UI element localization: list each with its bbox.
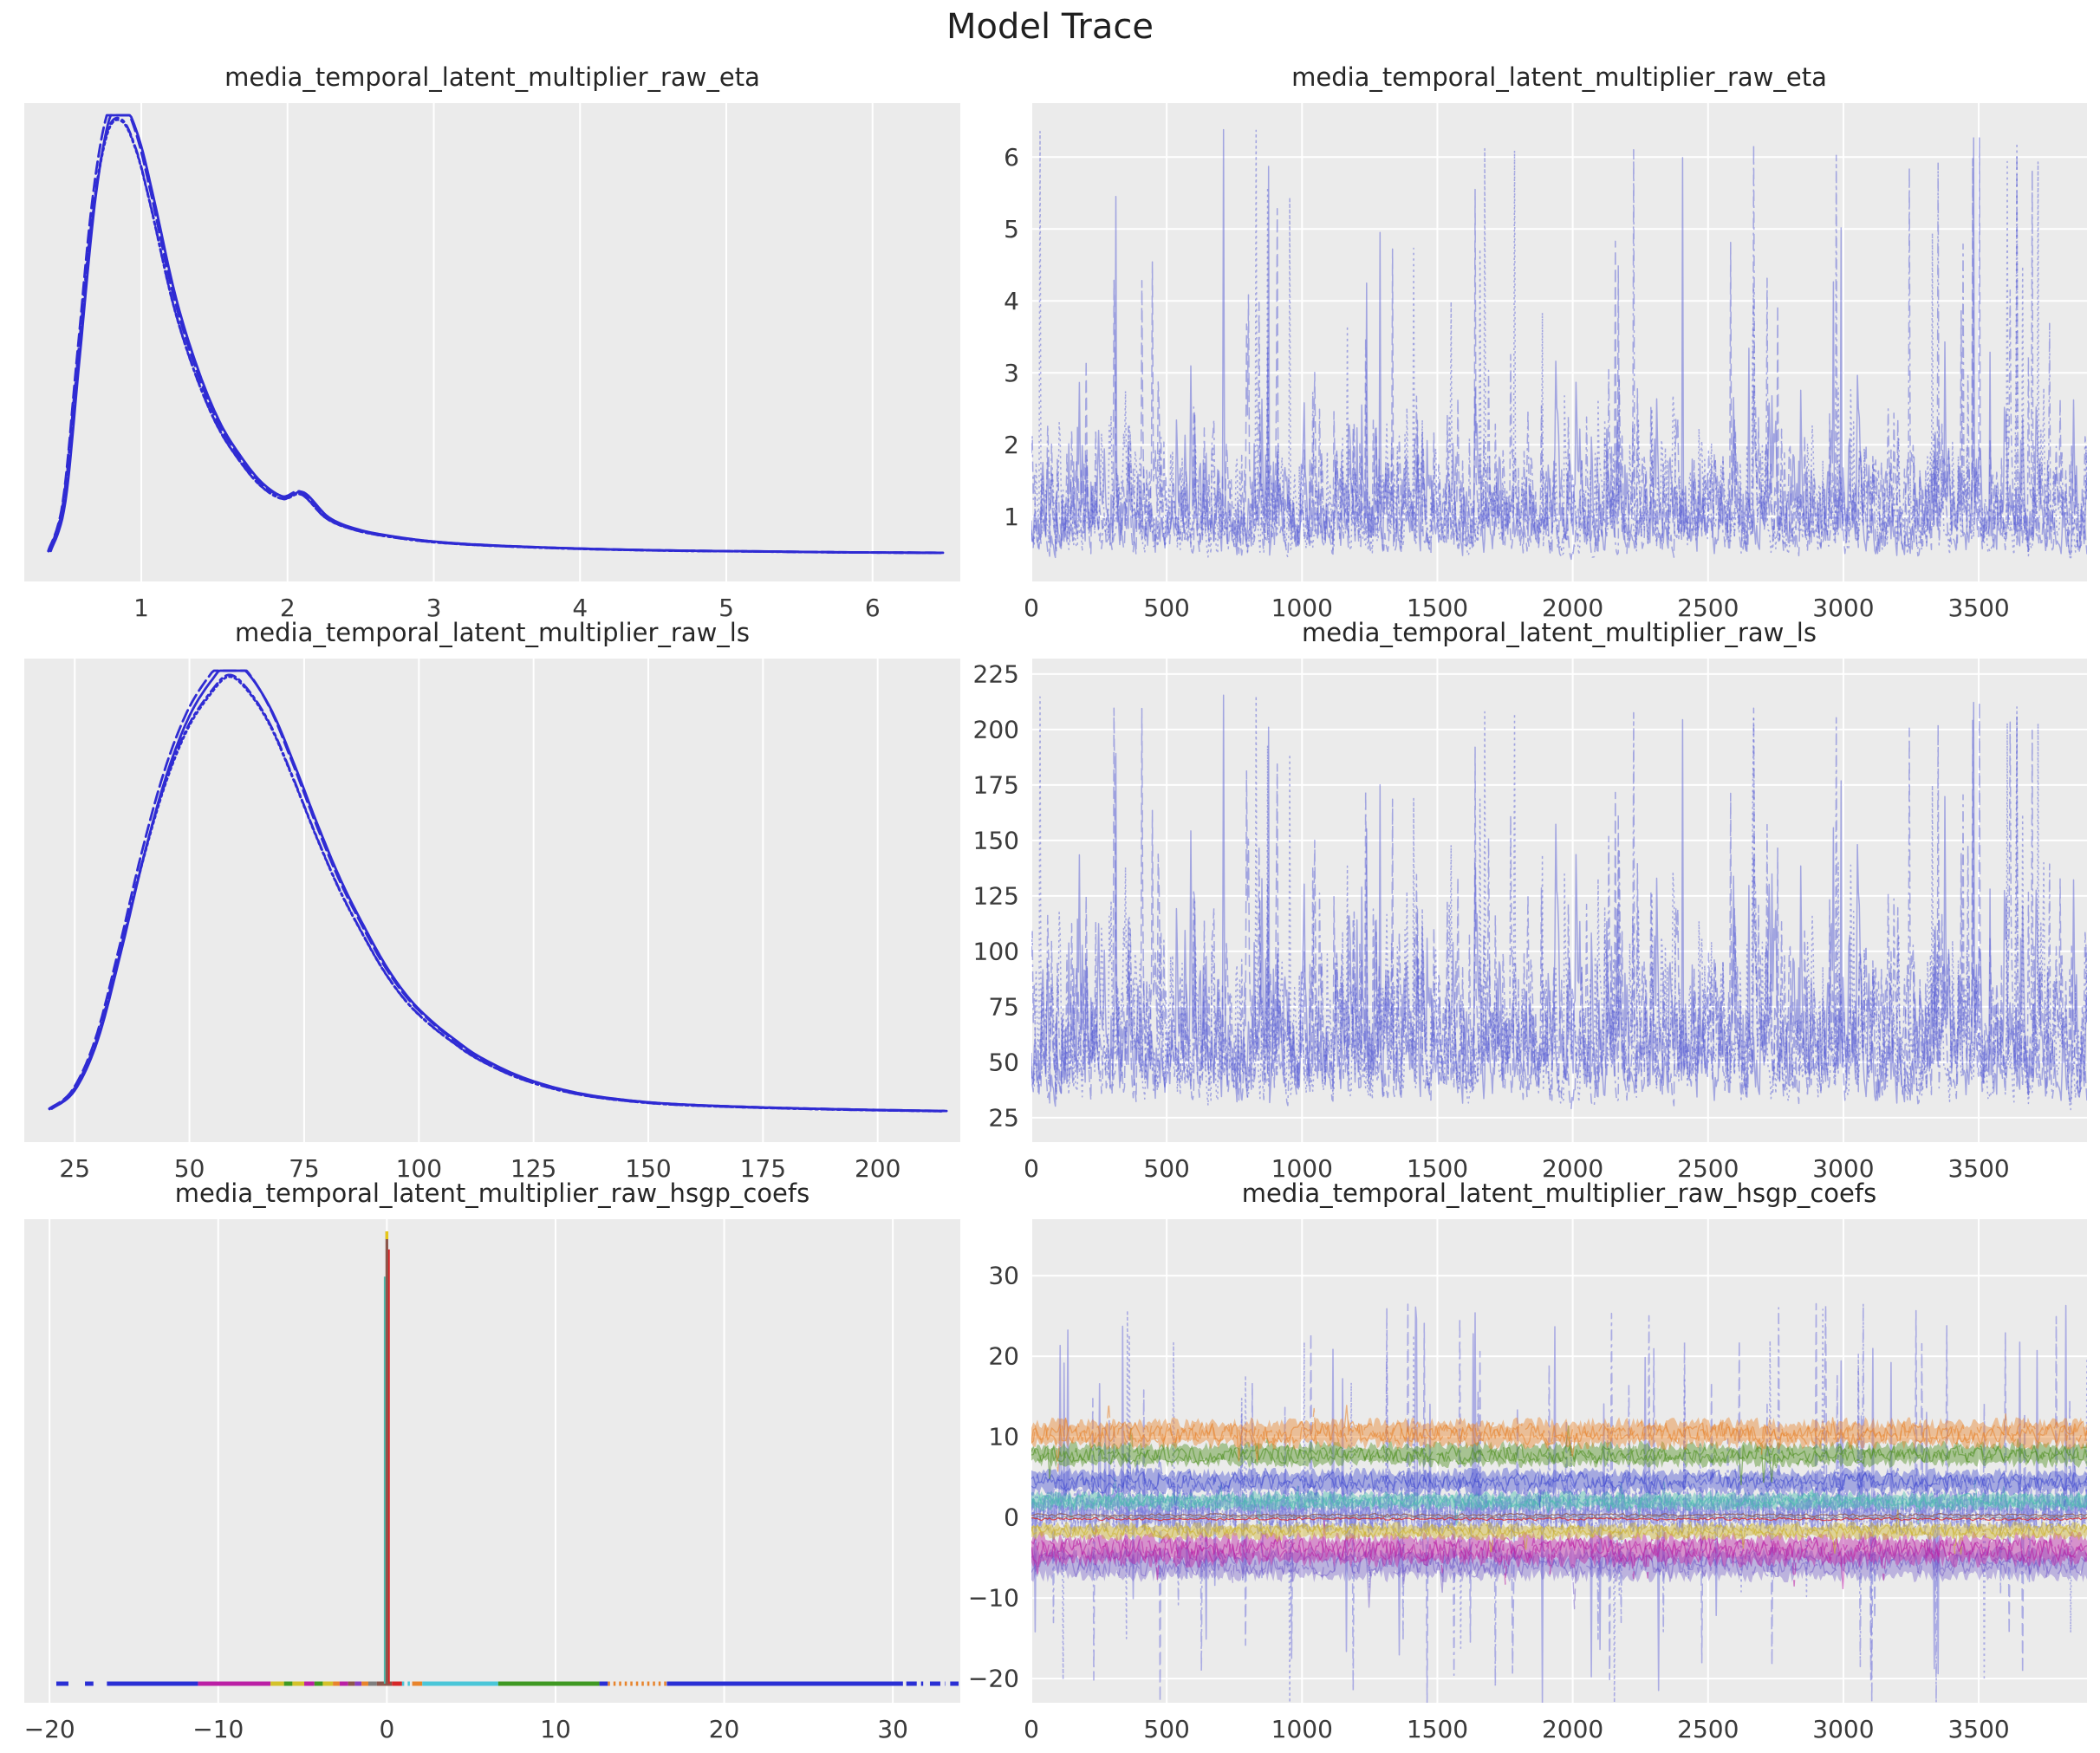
svg-text:2000: 2000 [1542, 1154, 1603, 1183]
svg-text:2: 2 [280, 594, 296, 622]
svg-text:500: 500 [1143, 1715, 1189, 1743]
svg-text:−10: −10 [968, 1584, 1019, 1613]
plot-canvas-ls-kde: 25 50 75 100 125 150 175 200 [24, 659, 960, 1183]
svg-text:125: 125 [510, 1154, 556, 1183]
subplot-title-ls-kde: media_temporal_latent_multiplier_raw_ls [235, 618, 750, 647]
svg-text:1000: 1000 [1271, 594, 1333, 622]
svg-text:5: 5 [718, 594, 734, 622]
svg-text:1: 1 [1004, 503, 1019, 531]
svg-text:225: 225 [973, 659, 1019, 688]
svg-text:1500: 1500 [1407, 1154, 1468, 1183]
subplot-title-eta-kde: media_temporal_latent_multiplier_raw_eta [224, 62, 760, 92]
svg-text:30: 30 [877, 1715, 908, 1743]
svg-text:1500: 1500 [1407, 594, 1468, 622]
subplot-ls-trace: media_temporal_latent_multiplier_raw_ls … [973, 618, 2087, 1183]
subplot-title-hsgp-trace: media_temporal_latent_multiplier_raw_hsg… [1241, 1178, 1877, 1208]
subplot-eta-kde: media_temporal_latent_multiplier_raw_eta… [24, 62, 960, 622]
svg-text:0: 0 [1024, 1154, 1039, 1183]
svg-text:1500: 1500 [1407, 1715, 1468, 1743]
svg-text:10: 10 [540, 1715, 571, 1743]
svg-text:30: 30 [988, 1262, 1019, 1290]
figure-title: Model Trace [946, 7, 1154, 47]
svg-text:20: 20 [709, 1715, 740, 1743]
svg-text:0: 0 [379, 1715, 394, 1743]
svg-text:75: 75 [289, 1154, 320, 1183]
svg-text:6: 6 [1004, 143, 1019, 172]
svg-text:2500: 2500 [1677, 594, 1739, 622]
svg-text:−20: −20 [24, 1715, 75, 1743]
svg-text:150: 150 [973, 826, 1019, 854]
svg-text:−10: −10 [192, 1715, 244, 1743]
subplot-hsgp-kde: media_temporal_latent_multiplier_raw_hsg… [24, 1178, 960, 1743]
svg-text:200: 200 [973, 715, 1019, 743]
subplot-hsgp-trace: media_temporal_latent_multiplier_raw_hsg… [968, 1178, 2087, 1743]
svg-text:125: 125 [973, 881, 1019, 910]
svg-text:175: 175 [973, 770, 1019, 799]
subplot-eta-trace: media_temporal_latent_multiplier_raw_eta… [1004, 62, 2087, 622]
svg-text:500: 500 [1143, 1154, 1189, 1183]
svg-text:25: 25 [988, 1103, 1019, 1132]
svg-text:1000: 1000 [1271, 1154, 1333, 1183]
svg-text:2500: 2500 [1677, 1715, 1739, 1743]
svg-text:5: 5 [1004, 215, 1019, 243]
svg-text:4: 4 [572, 594, 588, 622]
svg-text:3000: 3000 [1812, 1715, 1874, 1743]
svg-text:150: 150 [625, 1154, 671, 1183]
svg-text:2000: 2000 [1542, 594, 1603, 622]
svg-text:3500: 3500 [1947, 594, 2009, 622]
plot-canvas-eta-kde: 1 2 3 4 5 6 [24, 103, 960, 622]
svg-text:2: 2 [1004, 431, 1019, 459]
svg-text:2000: 2000 [1542, 1715, 1603, 1743]
subplot-title-eta-trace: media_temporal_latent_multiplier_raw_eta [1291, 62, 1827, 92]
svg-text:6: 6 [865, 594, 881, 622]
plot-canvas-hsgp-kde: −20 −10 0 10 20 30 [24, 1219, 960, 1743]
subplot-ls-kde: media_temporal_latent_multiplier_raw_ls … [24, 618, 960, 1183]
svg-text:25: 25 [59, 1154, 90, 1183]
svg-text:50: 50 [174, 1154, 205, 1183]
svg-text:0: 0 [1024, 1715, 1039, 1743]
svg-text:500: 500 [1143, 594, 1189, 622]
plot-canvas-hsgp-trace: 0 500 1000 1500 2000 2500 3000 3500 −20 −10 0 10 20 3… [968, 1219, 2087, 1743]
svg-text:75: 75 [988, 992, 1019, 1021]
svg-text:3000: 3000 [1812, 594, 1874, 622]
svg-text:100: 100 [396, 1154, 442, 1183]
svg-text:3: 3 [1004, 359, 1019, 387]
svg-text:20: 20 [988, 1342, 1019, 1371]
svg-text:200: 200 [855, 1154, 900, 1183]
svg-text:4: 4 [1004, 287, 1019, 315]
svg-text:3: 3 [426, 594, 442, 622]
svg-text:3500: 3500 [1947, 1154, 2009, 1183]
svg-text:1000: 1000 [1271, 1715, 1333, 1743]
svg-text:3500: 3500 [1947, 1715, 2009, 1743]
plot-canvas-eta-trace: 0 500 1000 1500 2000 2500 3000 3500 1 2 3 4 5 6 [1004, 103, 2087, 622]
svg-text:0: 0 [1024, 594, 1039, 622]
subplot-title-ls-trace: media_temporal_latent_multiplier_raw_ls [1302, 618, 1817, 647]
plot-canvas-ls-trace: 0 500 1000 1500 2000 2500 3000 3500 25 50 75 100 125… [973, 659, 2087, 1183]
svg-text:10: 10 [988, 1423, 1019, 1451]
svg-text:0: 0 [1004, 1503, 1019, 1532]
svg-text:2500: 2500 [1677, 1154, 1739, 1183]
svg-text:−20: −20 [968, 1665, 1019, 1693]
svg-text:1: 1 [133, 594, 149, 622]
subplot-title-hsgp-kde: media_temporal_latent_multiplier_raw_hsg… [174, 1178, 810, 1208]
svg-text:100: 100 [973, 937, 1019, 965]
svg-text:175: 175 [740, 1154, 786, 1183]
svg-text:50: 50 [988, 1048, 1019, 1076]
svg-text:3000: 3000 [1812, 1154, 1874, 1183]
